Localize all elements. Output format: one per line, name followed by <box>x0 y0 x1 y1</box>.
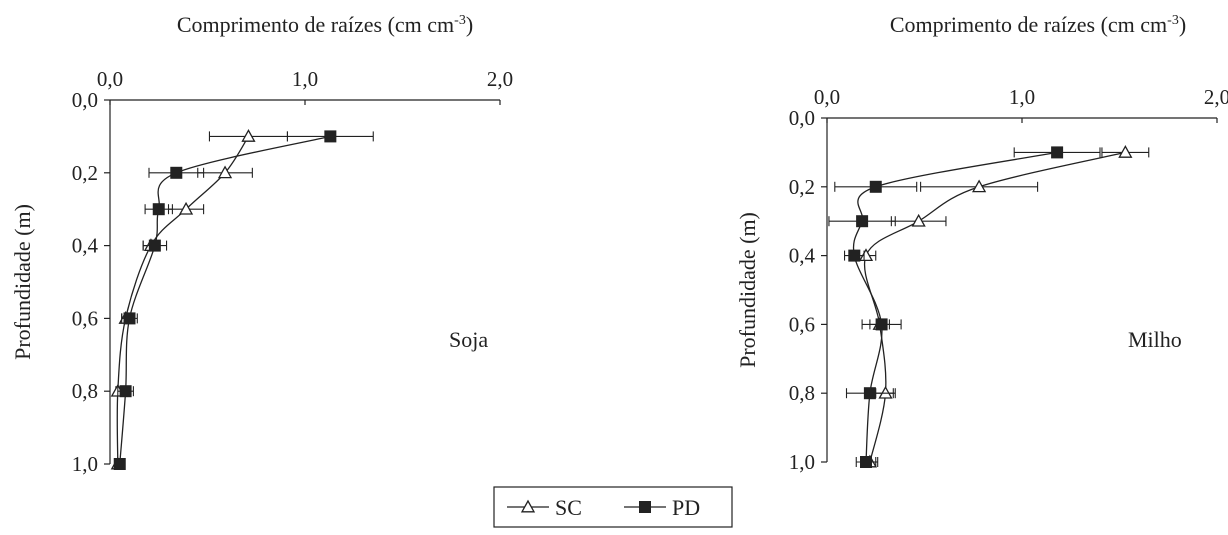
milho-pd-data-point <box>869 180 882 193</box>
soja-pd-series-line <box>119 135 331 465</box>
soja-y-axis-title: Profundidade (m) <box>10 204 35 360</box>
soja-y-tick-label: 0,0 <box>72 88 98 112</box>
milho-sc-data-point <box>1118 145 1133 158</box>
soja-chart: Comprimento de raízes (cm cm-3) Profundid… <box>10 12 513 476</box>
soja-panel-label: Soja <box>449 327 488 352</box>
milho-x-axis-title: Comprimento de raízes (cm cm-3) <box>890 12 1186 37</box>
milho-pd-data-point <box>1051 146 1064 159</box>
milho-pd-data-point <box>863 387 876 400</box>
soja-x-axis-title-superscript: -3 <box>454 13 466 28</box>
milho-sc-data-point <box>911 213 926 227</box>
soja-y-tick-label: 0,2 <box>72 161 98 185</box>
milho-x-axis-title-superscript: -3 <box>1167 13 1179 28</box>
milho-sc-data-point <box>858 248 874 262</box>
milho-sc-data-point <box>971 179 987 193</box>
milho-pd-series-line <box>852 151 1058 463</box>
milho-y-tick-label: 0,2 <box>789 175 815 199</box>
milho-x-axis-title-main: Comprimento de raízes (cm cm <box>890 12 1167 37</box>
milho-sc-series-line <box>863 151 1126 463</box>
soja-sc-data-point <box>241 129 256 142</box>
soja-x-tick-label: 2,0 <box>487 67 513 91</box>
milho-x-axis-title-close: ) <box>1179 12 1186 37</box>
milho-x-tick-label: 2,0 <box>1204 85 1228 109</box>
milho-y-tick-label: 0,8 <box>789 381 815 405</box>
soja-x-tick-label: 0,0 <box>97 67 123 91</box>
legend-pd-label: PD <box>672 495 700 520</box>
soja-x-tick-label: 1,0 <box>292 67 318 91</box>
milho-y-tick-label: 0,4 <box>789 244 816 268</box>
legend-sc-label: SC <box>555 495 582 520</box>
soja-pd-data-point <box>119 385 132 398</box>
soja-sc-series-line <box>116 136 249 465</box>
soja-pd-data-point <box>170 166 183 179</box>
milho-y-tick-label: 1,0 <box>789 450 815 474</box>
milho-y-tick-label: 0,6 <box>789 312 815 336</box>
milho-chart: Comprimento de raízes (cm cm-3) Profundid… <box>735 12 1228 474</box>
soja-x-axis-title-close: ) <box>466 12 473 37</box>
milho-pd-data-point <box>856 215 869 228</box>
soja-pd-data-point <box>148 239 161 252</box>
milho-x-tick-label: 1,0 <box>1009 85 1035 109</box>
milho-panel-label: Milho <box>1128 327 1182 352</box>
soja-pd-data-point <box>113 458 126 470</box>
milho-pd-data-point <box>875 318 888 331</box>
milho-sc-data-point <box>878 385 893 399</box>
legend-pd-marker <box>639 501 651 513</box>
soja-sc-data-point <box>217 165 233 179</box>
soja-pd-data-point <box>324 130 337 143</box>
soja-pd-data-point <box>152 203 165 216</box>
milho-pd-data-point <box>860 456 872 468</box>
soja-y-tick-label: 0,6 <box>72 306 98 330</box>
soja-sc-data-point <box>178 201 194 215</box>
milho-y-axis-title: Profundidade (m) <box>735 212 760 368</box>
soja-x-axis-title-main: Comprimento de raízes (cm cm <box>177 12 454 37</box>
milho-pd-data-point <box>848 249 861 262</box>
milho-x-tick-label: 0,0 <box>814 85 840 109</box>
soja-pd-data-point <box>123 312 136 325</box>
legend-sc-marker <box>520 499 536 513</box>
soja-y-tick-label: 0,4 <box>72 234 99 258</box>
milho-y-tick-label: 0,0 <box>789 106 815 130</box>
soja-y-tick-label: 1,0 <box>72 452 98 476</box>
soja-y-tick-label: 0,8 <box>72 379 98 403</box>
legend: SC PD <box>493 486 733 528</box>
soja-x-axis-title: Comprimento de raízes (cm cm-3) <box>177 12 473 37</box>
